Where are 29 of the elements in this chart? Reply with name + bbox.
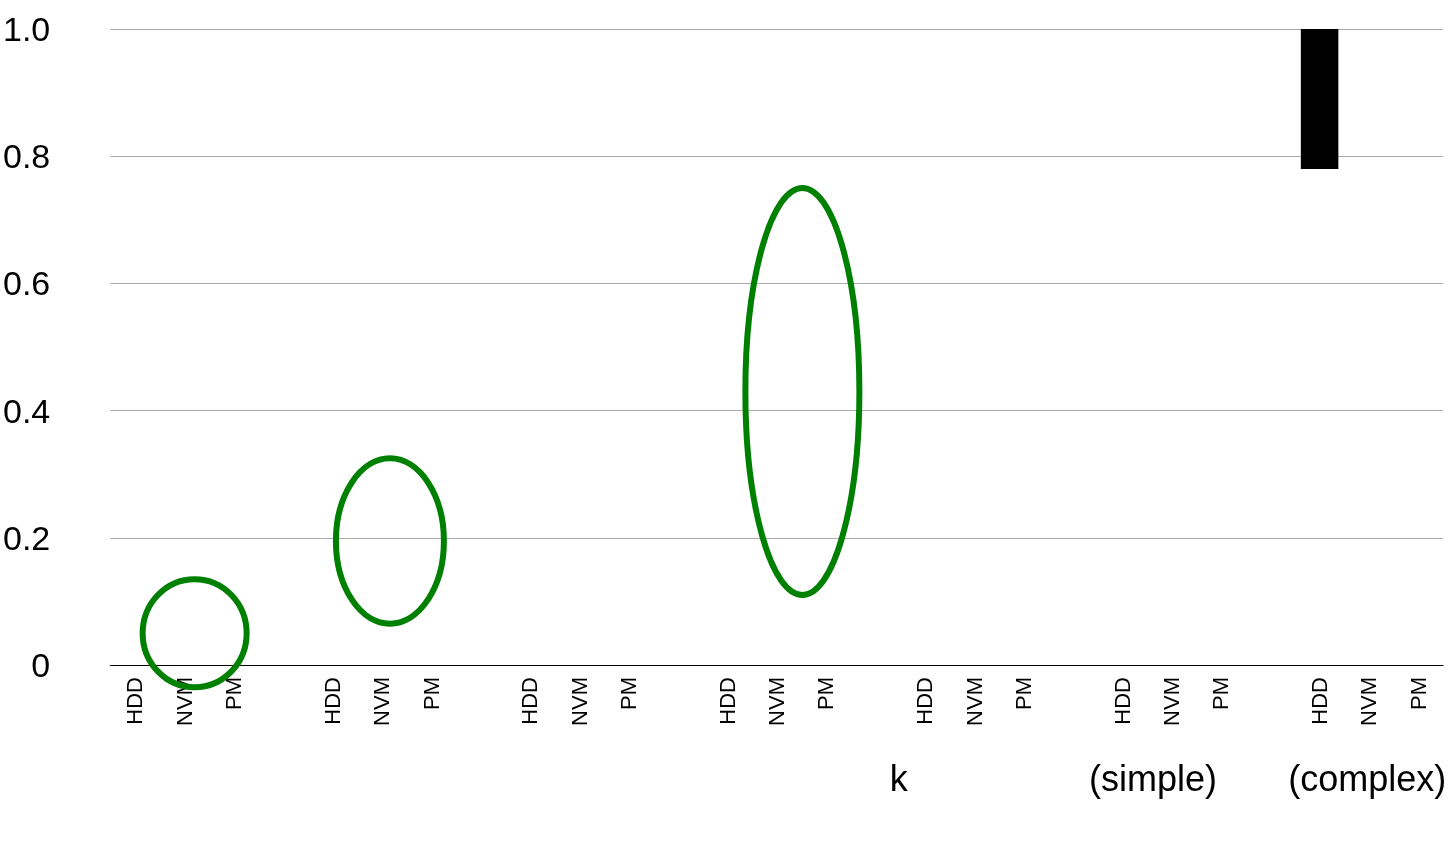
x-tick-label: PM [616, 677, 642, 710]
x-tick-label: PM [221, 677, 247, 710]
text: (simple) [1089, 757, 1218, 799]
x-tick-label: PM [1405, 677, 1431, 710]
x-tick-label: NVM [764, 677, 790, 726]
y-tick-label: 0.8 [3, 137, 51, 176]
x-tick-label: NVM [566, 677, 592, 726]
y-tick-label: 0.6 [3, 264, 51, 303]
x-tick-label: NVM [1159, 677, 1185, 726]
x-tick-label: NVM [961, 677, 987, 726]
x-tick-label: HDD [122, 677, 148, 725]
y-tick-label: 0.2 [3, 518, 51, 557]
x-tick-label: NVM [369, 677, 395, 726]
text: (complex) [1288, 757, 1447, 799]
x-tick-label: HDD [1109, 677, 1135, 725]
x-tick-label: NVM [1356, 677, 1382, 726]
text: k [889, 757, 909, 799]
x-tick-label: HDD [319, 677, 345, 725]
x-tick-label: PM [813, 677, 839, 710]
x-tick-label: HDD [714, 677, 740, 725]
x-tick-label: PM [1208, 677, 1234, 710]
x-tick-label: HDD [912, 677, 938, 725]
x-tick-label: PM [418, 677, 444, 710]
y-tick-label: 1.0 [3, 10, 51, 48]
x-tick-label: PM [1010, 677, 1036, 710]
y-tick-label: 0 [31, 646, 51, 684]
x-tick-label: HDD [517, 677, 543, 725]
x-tick-label: HDD [1307, 677, 1333, 725]
y-tick-label: 0.4 [3, 391, 51, 430]
